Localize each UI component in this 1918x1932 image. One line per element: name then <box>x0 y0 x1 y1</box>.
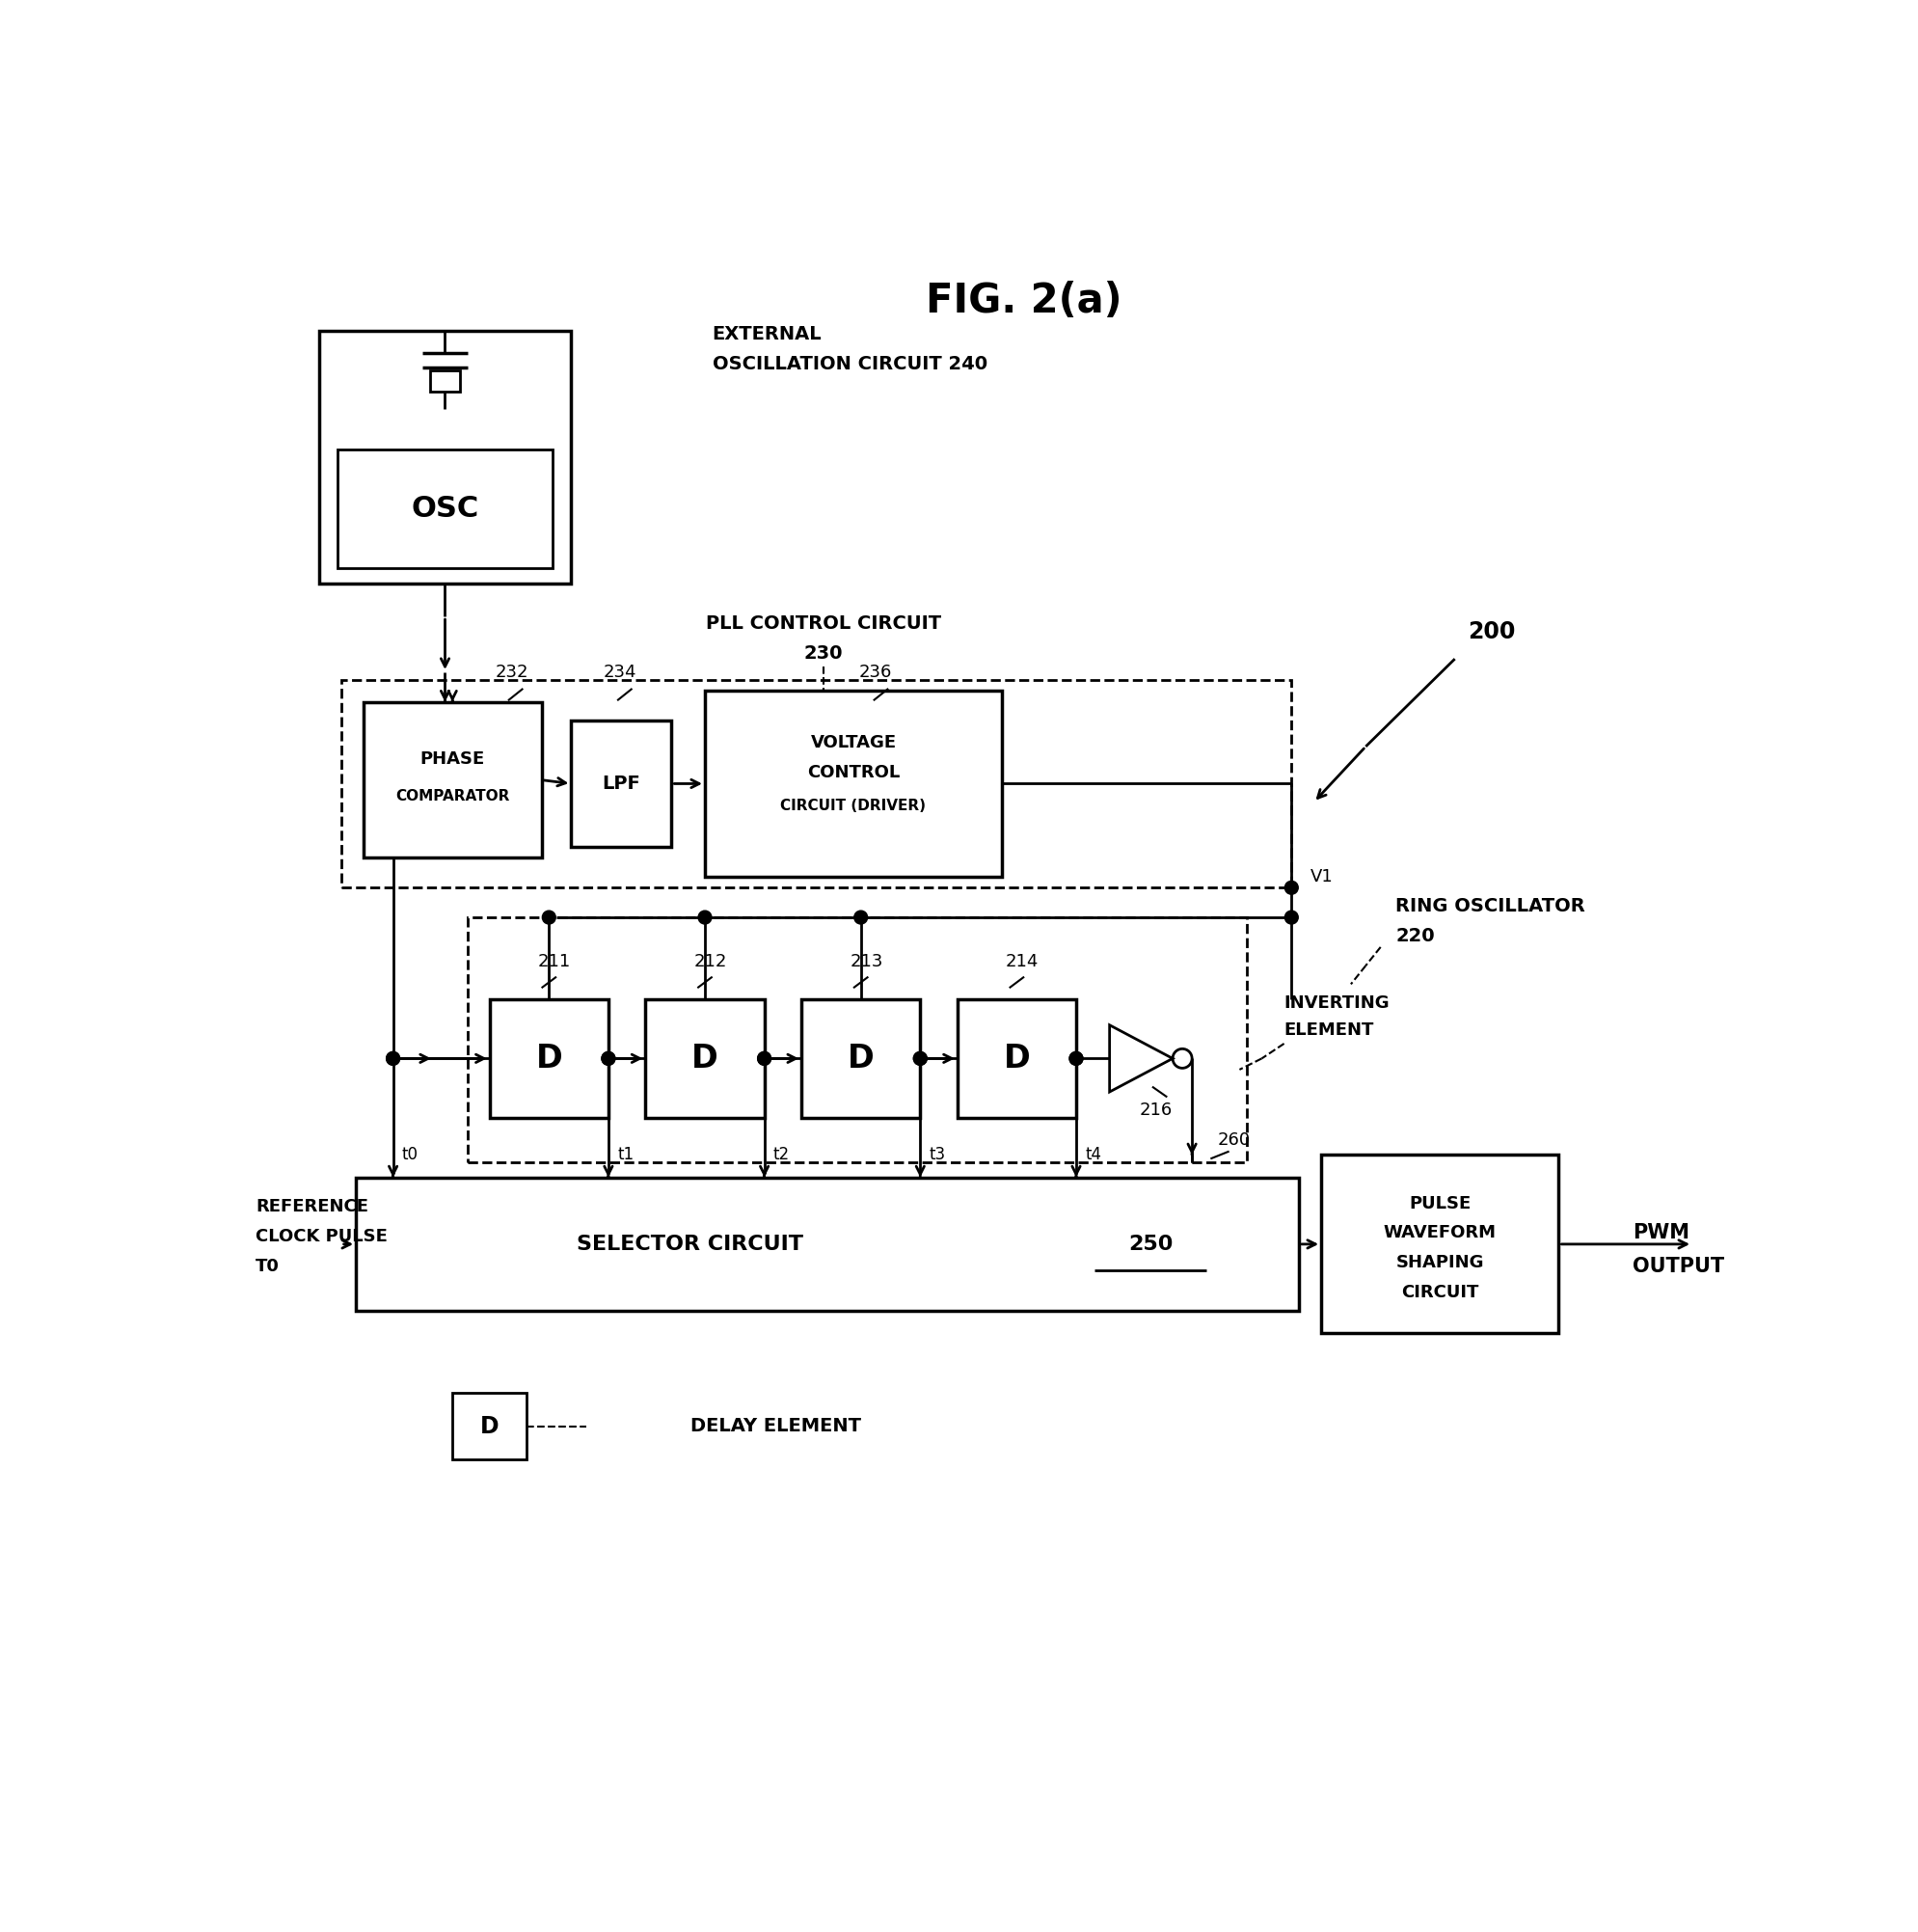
Circle shape <box>602 1051 616 1065</box>
Circle shape <box>386 1051 399 1065</box>
Circle shape <box>758 1051 771 1065</box>
Text: 230: 230 <box>804 645 844 663</box>
FancyBboxPatch shape <box>453 1393 527 1459</box>
Text: SELECTOR CIRCUIT: SELECTOR CIRCUIT <box>577 1235 804 1254</box>
Text: 234: 234 <box>602 663 637 680</box>
Circle shape <box>602 1051 616 1065</box>
Text: PWM: PWM <box>1632 1223 1690 1242</box>
Text: PHASE: PHASE <box>420 750 485 767</box>
Text: 216: 216 <box>1139 1101 1172 1119</box>
Text: V1: V1 <box>1310 867 1333 885</box>
Text: COMPARATOR: COMPARATOR <box>395 788 510 804</box>
Circle shape <box>386 1051 399 1065</box>
Circle shape <box>1285 881 1298 895</box>
Text: CLOCK PULSE: CLOCK PULSE <box>255 1229 387 1246</box>
Text: EXTERNAL: EXTERNAL <box>712 325 823 344</box>
Text: VOLTAGE: VOLTAGE <box>811 734 896 752</box>
Text: D: D <box>692 1043 717 1074</box>
FancyBboxPatch shape <box>338 450 552 568</box>
Text: 236: 236 <box>859 663 892 680</box>
Text: REFERENCE: REFERENCE <box>255 1198 368 1215</box>
Text: FIG. 2(a): FIG. 2(a) <box>926 280 1122 321</box>
Text: LPF: LPF <box>602 775 641 792</box>
Text: T0: T0 <box>255 1258 280 1275</box>
Text: 200: 200 <box>1467 620 1515 643</box>
FancyBboxPatch shape <box>430 371 460 392</box>
Text: CONTROL: CONTROL <box>807 763 900 781</box>
Circle shape <box>1070 1051 1084 1065</box>
FancyBboxPatch shape <box>802 999 921 1119</box>
Text: OUTPUT: OUTPUT <box>1632 1258 1724 1275</box>
FancyBboxPatch shape <box>1322 1155 1559 1333</box>
Text: 232: 232 <box>495 663 529 680</box>
Text: D: D <box>480 1414 499 1437</box>
Text: SHAPING: SHAPING <box>1396 1254 1485 1271</box>
Circle shape <box>698 910 712 923</box>
Text: CIRCUIT (DRIVER): CIRCUIT (DRIVER) <box>781 798 926 813</box>
Text: 220: 220 <box>1396 927 1435 945</box>
Text: D: D <box>1003 1043 1030 1074</box>
Text: t2: t2 <box>773 1146 790 1163</box>
Circle shape <box>1285 910 1298 923</box>
Text: WAVEFORM: WAVEFORM <box>1383 1225 1496 1242</box>
FancyBboxPatch shape <box>706 692 1001 877</box>
Text: D: D <box>848 1043 875 1074</box>
Text: D: D <box>535 1043 562 1074</box>
Circle shape <box>913 1051 926 1065</box>
FancyBboxPatch shape <box>572 721 671 846</box>
Text: t3: t3 <box>928 1146 946 1163</box>
Circle shape <box>913 1051 926 1065</box>
Text: PULSE: PULSE <box>1410 1194 1471 1211</box>
FancyBboxPatch shape <box>357 1177 1298 1312</box>
Text: CIRCUIT: CIRCUIT <box>1402 1283 1479 1300</box>
Circle shape <box>758 1051 771 1065</box>
Text: t1: t1 <box>618 1146 633 1163</box>
Text: PLL CONTROL CIRCUIT: PLL CONTROL CIRCUIT <box>706 614 942 634</box>
Circle shape <box>543 910 556 923</box>
FancyBboxPatch shape <box>957 999 1076 1119</box>
Text: ELEMENT: ELEMENT <box>1283 1022 1373 1039</box>
Text: OSC: OSC <box>410 495 480 524</box>
Text: RING OSCILLATOR: RING OSCILLATOR <box>1396 896 1584 916</box>
Text: 213: 213 <box>850 952 882 970</box>
Text: 250: 250 <box>1128 1235 1172 1254</box>
Text: DELAY ELEMENT: DELAY ELEMENT <box>690 1416 861 1435</box>
Text: INVERTING: INVERTING <box>1283 995 1391 1012</box>
Circle shape <box>854 910 867 923</box>
Text: t0: t0 <box>403 1146 418 1163</box>
Text: 211: 211 <box>537 952 572 970</box>
Text: 260: 260 <box>1218 1132 1251 1150</box>
Text: t4: t4 <box>1086 1146 1101 1163</box>
Text: 214: 214 <box>1005 952 1040 970</box>
FancyBboxPatch shape <box>646 999 763 1119</box>
FancyBboxPatch shape <box>318 330 572 583</box>
FancyBboxPatch shape <box>363 701 541 858</box>
FancyBboxPatch shape <box>489 999 608 1119</box>
Circle shape <box>1070 1051 1084 1065</box>
Text: 212: 212 <box>694 952 727 970</box>
Text: OSCILLATION CIRCUIT 240: OSCILLATION CIRCUIT 240 <box>712 355 988 373</box>
